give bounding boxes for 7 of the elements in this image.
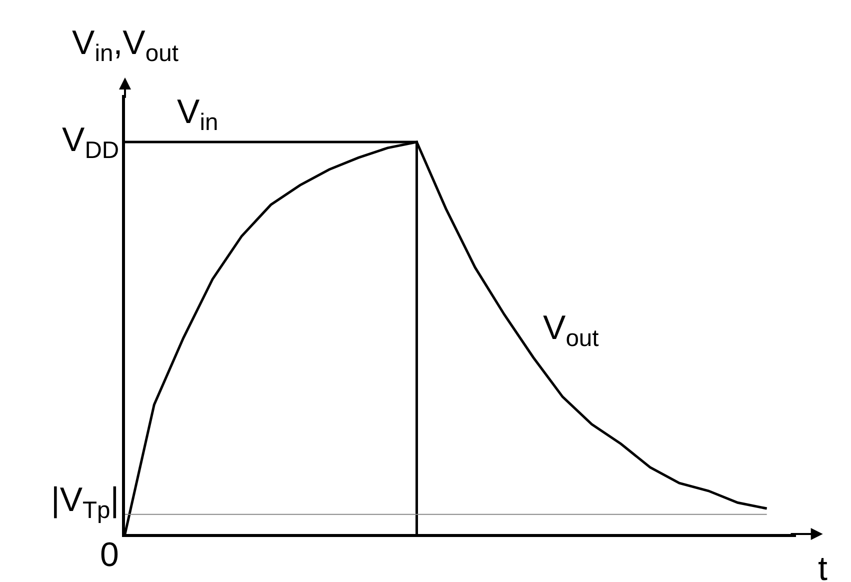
- ref-line-label: |V$_{Tp}$|: [51, 481, 120, 524]
- text: V$_{DD}$: [62, 121, 120, 164]
- y-axis-title: V$_{in}$,V$_{out}$: [72, 24, 179, 68]
- series-label: V$_{out}$: [543, 309, 600, 352]
- series-label: V$_{in}$: [177, 93, 218, 136]
- text: 0: [100, 536, 119, 574]
- x-axis-title: t: [818, 550, 828, 582]
